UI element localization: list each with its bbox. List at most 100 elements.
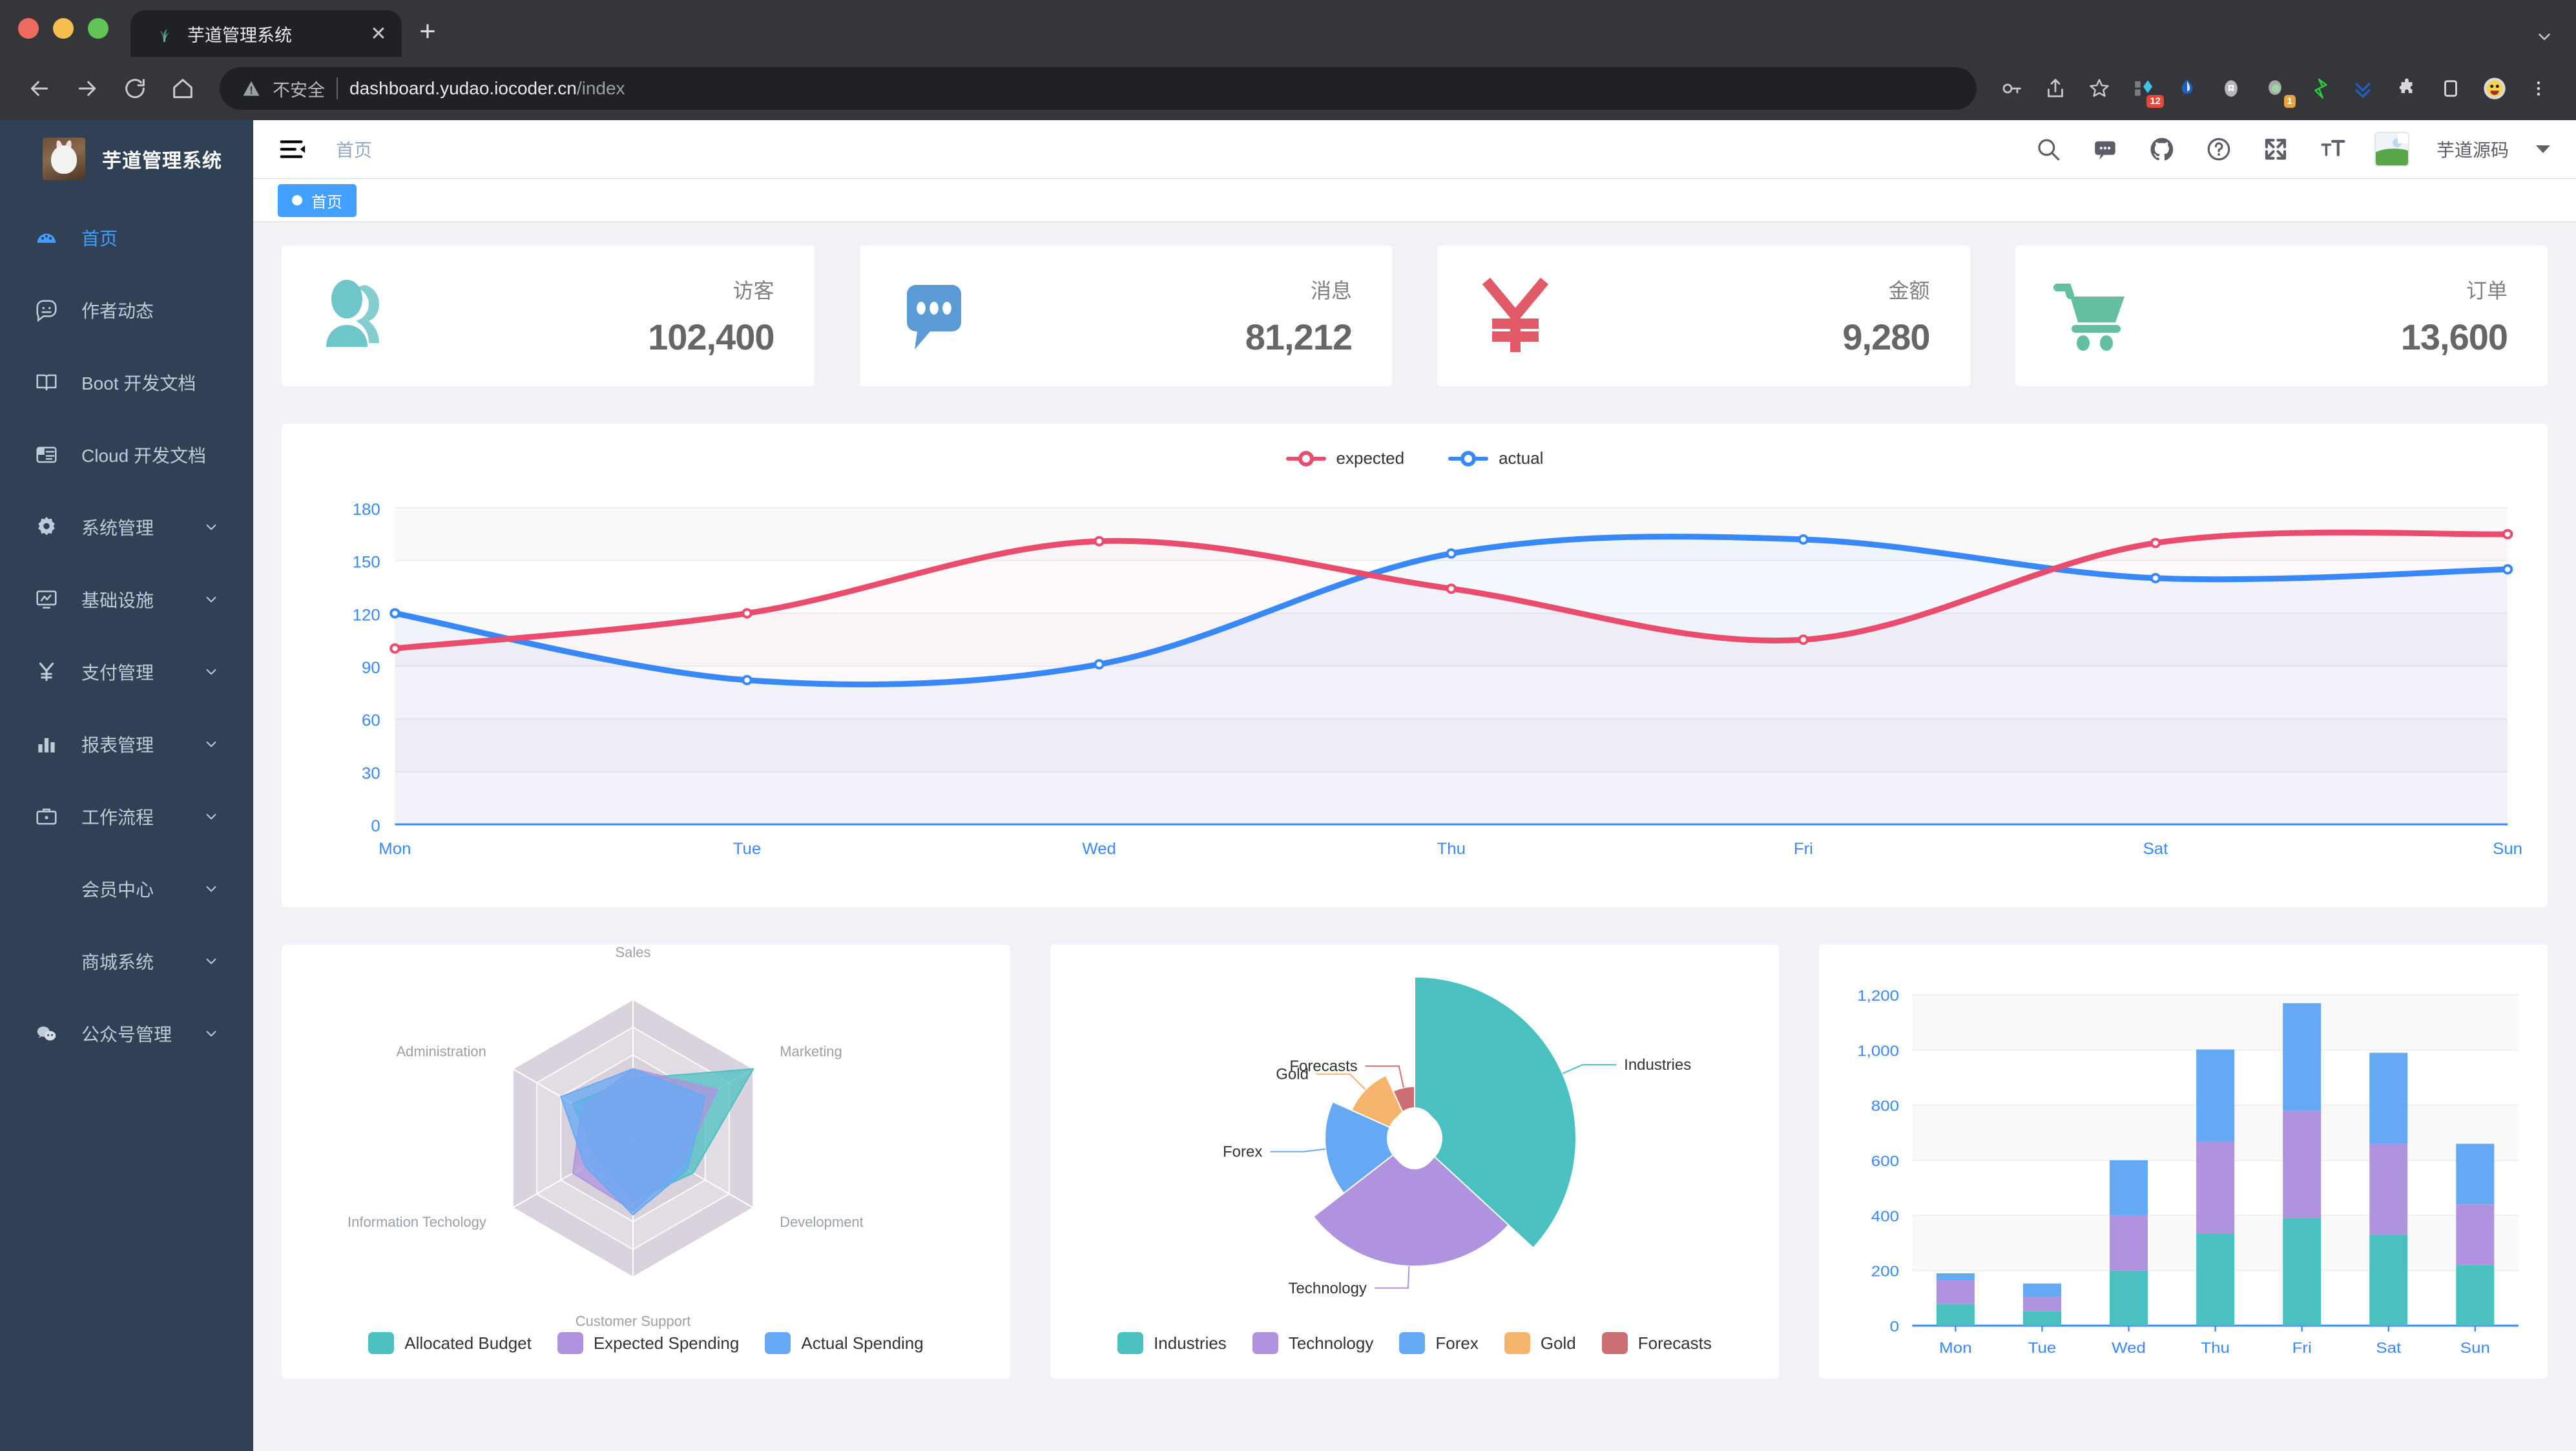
new-tab-button[interactable]: + — [419, 16, 436, 47]
data-point-marker[interactable] — [742, 674, 753, 685]
chevron-down-icon[interactable] — [2536, 145, 2550, 153]
legend-item[interactable]: Actual Spending — [765, 1332, 924, 1354]
data-point-marker[interactable] — [2150, 538, 2161, 548]
minimize-window-button[interactable] — [53, 18, 74, 39]
data-point-marker[interactable] — [390, 608, 400, 619]
bar-segment[interactable] — [2196, 1141, 2235, 1234]
help-icon[interactable] — [2204, 134, 2234, 164]
legend-item[interactable]: Technology — [1252, 1332, 1373, 1354]
bar-segment[interactable] — [2283, 1003, 2322, 1111]
close-window-button[interactable] — [18, 18, 39, 39]
username-label[interactable]: 芋道源码 — [2436, 140, 2509, 160]
profile-avatar-icon[interactable] — [2477, 70, 2513, 107]
reload-icon[interactable] — [115, 68, 155, 109]
bar-segment[interactable] — [1936, 1280, 1975, 1304]
bar-segment[interactable] — [2110, 1160, 2148, 1216]
legend-item[interactable]: Allocated Budget — [368, 1332, 532, 1354]
data-point-marker[interactable] — [1446, 548, 1457, 559]
data-point-marker[interactable] — [2150, 572, 2161, 583]
legend-item[interactable]: Industries — [1117, 1332, 1227, 1354]
extension-icon-6[interactable] — [2345, 70, 2381, 107]
bar-segment[interactable] — [2369, 1143, 2408, 1235]
sidebar-item-official-account[interactable]: 公众号管理 — [0, 997, 253, 1070]
bar-segment[interactable] — [2110, 1270, 2148, 1326]
bar-segment[interactable] — [2369, 1052, 2408, 1144]
bar-segment[interactable] — [2022, 1297, 2061, 1311]
data-point-marker[interactable] — [742, 608, 753, 619]
sidepanel-icon[interactable] — [2433, 70, 2469, 107]
tab-close-icon[interactable]: ✕ — [370, 23, 387, 45]
avatar[interactable] — [2374, 132, 2409, 167]
browser-menu-icon[interactable] — [2520, 70, 2557, 107]
fullscreen-icon[interactable] — [2261, 134, 2290, 164]
search-icon[interactable] — [2033, 134, 2063, 164]
sidebar-item-infrastructure[interactable]: 基础设施 — [0, 563, 253, 636]
legend-item-actual[interactable]: actual — [1448, 448, 1543, 468]
maximize-window-button[interactable] — [88, 18, 109, 39]
home-icon[interactable] — [163, 68, 203, 109]
extension-icon-4[interactable]: 1 — [2257, 70, 2296, 108]
sidebar-item-workflow[interactable]: 工作流程 — [0, 780, 253, 853]
pie-chart-canvas[interactable]: Industries Technology Forex Gold Forecasts — [1050, 945, 1779, 1379]
collapse-menu-icon[interactable] — [278, 134, 307, 164]
brand-header[interactable]: 芋道管理系统 — [0, 120, 253, 198]
pie-slice[interactable] — [1350, 1074, 1404, 1129]
bar-segment[interactable] — [2196, 1049, 2235, 1142]
legend-item[interactable]: Gold — [1504, 1332, 1576, 1354]
stat-card-amount[interactable]: 金额 9,280 — [1437, 245, 1970, 386]
legend-item[interactable]: Forex — [1399, 1332, 1479, 1354]
bar-segment[interactable] — [2283, 1111, 2322, 1218]
sidebar-item-boot-docs[interactable]: Boot 开发文档 — [0, 346, 253, 419]
legend-item[interactable]: Forecasts — [1601, 1332, 1712, 1354]
data-point-marker[interactable] — [2502, 564, 2513, 575]
stat-card-orders[interactable]: 订单 13,600 — [2015, 245, 2548, 386]
github-icon[interactable] — [2147, 134, 2177, 164]
sidebar-item-payment-management[interactable]: 支付管理 — [0, 636, 253, 708]
bar-segment[interactable] — [2369, 1235, 2408, 1326]
sidebar-item-report-management[interactable]: 报表管理 — [0, 708, 253, 780]
stat-card-messages[interactable]: 消息 81,212 — [859, 245, 1392, 386]
sidebar-item-cloud-docs[interactable]: Cloud 开发文档 — [0, 419, 253, 491]
back-icon[interactable] — [19, 68, 59, 109]
url-bar[interactable]: 不安全 dashboard.yudao.iocoder.cn/index — [220, 67, 1977, 110]
bar-chart-canvas[interactable]: 0 200 400 600 800 1,000 1,200 Mon Tue Wed Thu Fri Sa… — [1819, 945, 2548, 1379]
bar-segment[interactable] — [1936, 1273, 1975, 1281]
bar-segment[interactable] — [2022, 1283, 2061, 1297]
data-point-marker[interactable] — [1798, 634, 1809, 645]
bar-segment[interactable] — [2283, 1218, 2322, 1326]
pie-slice[interactable] — [1414, 976, 1577, 1249]
extensions-puzzle-icon[interactable] — [2389, 70, 2425, 107]
bar-segment[interactable] — [1936, 1304, 1975, 1326]
data-point-marker[interactable] — [1094, 536, 1105, 547]
font-size-icon[interactable] — [2318, 134, 2347, 164]
legend-item[interactable]: Expected Spending — [557, 1332, 739, 1354]
chevron-down-icon[interactable] — [2535, 27, 2554, 47]
stat-card-visitors[interactable]: 访客 102,400 — [282, 245, 815, 386]
key-icon[interactable] — [1993, 70, 2030, 107]
extension-icon-3[interactable] — [2213, 70, 2249, 107]
tag-item-home[interactable]: 首页 — [278, 183, 357, 217]
sidebar-item-mall-system[interactable]: 商城系统 — [0, 925, 253, 997]
share-icon[interactable] — [2037, 70, 2073, 107]
bar-segment[interactable] — [2456, 1143, 2495, 1205]
sidebar-item-home[interactable]: 首页 — [0, 202, 253, 274]
legend-item-expected[interactable]: expected — [1285, 448, 1404, 468]
extension-icon-2[interactable] — [2169, 70, 2205, 107]
bookmark-star-icon[interactable] — [2081, 70, 2117, 107]
sidebar-item-author-news[interactable]: 作者动态 — [0, 274, 253, 346]
extension-icon-5[interactable] — [2301, 70, 2337, 107]
radar-chart-canvas[interactable]: Sales Marketing Development Customer Suppor… — [282, 945, 1010, 1379]
bar-segment[interactable] — [2196, 1233, 2235, 1326]
data-point-marker[interactable] — [2502, 528, 2513, 539]
bar-segment[interactable] — [2022, 1311, 2061, 1326]
data-point-marker[interactable] — [1446, 583, 1457, 594]
sidebar-item-member-center[interactable]: 会员中心 — [0, 853, 253, 925]
bar-segment[interactable] — [2456, 1265, 2495, 1326]
extension-icon-1[interactable]: 12 — [2125, 70, 2164, 108]
pie-slice[interactable] — [1324, 1101, 1395, 1195]
sidebar-item-system-management[interactable]: 系统管理 — [0, 491, 253, 563]
data-point-marker[interactable] — [1094, 659, 1105, 670]
line-chart-canvas[interactable]: 0 30 60 90 120 150 180 Mon Tue Wed Thu Fri Sat Sun — [282, 424, 2548, 907]
bar-segment[interactable] — [2456, 1204, 2495, 1266]
data-point-marker[interactable] — [390, 643, 400, 654]
